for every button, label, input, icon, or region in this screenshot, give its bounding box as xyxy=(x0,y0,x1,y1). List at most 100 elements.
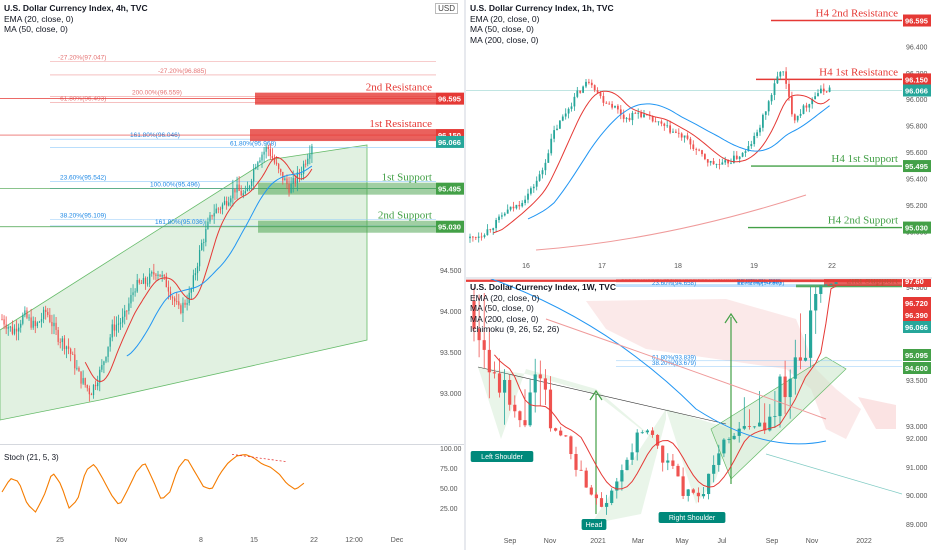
chart-1h-candle xyxy=(805,105,808,108)
chart-1h-canvas[interactable]: H4 2nd Resistance H4 1st Resistance H4 1st… xyxy=(466,0,932,277)
chart-4h-candle xyxy=(275,162,278,164)
chart-4h-candle xyxy=(72,353,74,355)
chart-1h-candle xyxy=(788,83,790,97)
level-label: H4 1st Resistance xyxy=(819,66,898,78)
chart-1h-candle xyxy=(535,180,538,187)
chart-1h-panel[interactable]: U.S. Dollar Currency Index, 1h, TVC EMA … xyxy=(466,0,932,277)
price-tag-bg xyxy=(436,135,464,148)
chart-4h-candle xyxy=(236,184,238,193)
chart-1h-candle xyxy=(590,82,593,86)
chart-1h-candle xyxy=(767,101,770,112)
chart-4h-candle xyxy=(36,322,39,327)
chart-4h-candle xyxy=(103,361,105,366)
chart-1h-candle xyxy=(489,229,492,231)
chart-4h-candle xyxy=(234,188,236,193)
chart-1w-candle xyxy=(599,498,604,507)
chart-1w-candle xyxy=(508,379,512,405)
chart-1h-candle xyxy=(663,123,666,126)
x-tick-label: 15 xyxy=(250,537,258,544)
y-tick-label: 93.500 xyxy=(906,378,928,385)
chart-1h-candle xyxy=(509,206,512,210)
chart-1h-candle xyxy=(501,215,503,217)
chart-1w-candle xyxy=(523,420,527,426)
chart-1h-candle xyxy=(521,202,524,207)
chart-1h-candle xyxy=(828,87,831,92)
chart-4h-candle xyxy=(176,301,178,303)
chart-1h-candle xyxy=(683,135,686,138)
x-tick-label: 16 xyxy=(522,263,530,270)
chart-1h-candle xyxy=(718,164,721,165)
chart-4h-candle xyxy=(105,356,107,362)
chart-4h-candle xyxy=(144,278,147,284)
chart-4h-candle xyxy=(196,266,199,274)
fib-label: -27.20%(97.047) xyxy=(58,55,106,62)
chart-1w-candle xyxy=(513,404,517,412)
level-label: 1st Support xyxy=(382,172,432,184)
chart-1h-candle xyxy=(785,71,787,84)
chart-4h-candle xyxy=(13,328,16,334)
chart-1w-canvas[interactable]: -61.80%(97.573)-27.20%(97.047)161.80%(96… xyxy=(466,279,932,550)
chart-4h-candle xyxy=(38,321,41,323)
chart-4h-candle xyxy=(225,201,228,206)
currency-badge[interactable]: USD xyxy=(435,3,458,14)
chart-4h-panel[interactable]: U.S. Dollar Currency Index, 4h, TVC EMA … xyxy=(0,0,464,550)
chart-1w-panel[interactable]: U.S. Dollar Currency Index, 1W, TVC EMA … xyxy=(466,279,932,550)
chart-4h-candle xyxy=(271,156,274,159)
chart-1w-candle xyxy=(793,357,797,379)
chart-1h-candle xyxy=(602,96,605,103)
chart-1w-candle xyxy=(487,349,491,373)
fib-label: 38.20%(95.109) xyxy=(60,212,106,219)
y-tick-label: 89.000 xyxy=(906,522,928,529)
chart-1h-candle xyxy=(814,96,816,100)
chart-1h-candle xyxy=(808,104,811,108)
chart-4h-candle xyxy=(294,177,296,184)
chart-1w-candle xyxy=(727,439,731,440)
level-label: 2nd Resistance xyxy=(366,82,432,94)
chart-4h-candle xyxy=(242,193,244,196)
chart-1h-candle xyxy=(596,90,599,93)
chart-1h-candle xyxy=(512,206,515,209)
chart-1h-candle xyxy=(791,96,793,115)
level-label: H4 1st Support xyxy=(831,153,898,165)
chart-1w-candle xyxy=(742,426,746,429)
x-tick-label: 19 xyxy=(750,263,758,270)
price-tag-bg xyxy=(903,321,931,333)
chart-4h-candle xyxy=(267,147,269,150)
chart-4h-candle xyxy=(1,319,3,321)
chart-4h-candle xyxy=(3,319,5,325)
chart-4h-candle xyxy=(159,274,161,277)
chart-1w-candle xyxy=(543,378,547,390)
chart-1h-candle xyxy=(776,76,779,84)
chart-4h-candle xyxy=(117,323,120,325)
chart-1w-candle xyxy=(518,411,522,421)
chart-4h-candle xyxy=(142,278,145,284)
chart-4h-candle xyxy=(47,311,49,315)
stoch-y-tick: 25.00 xyxy=(440,506,458,513)
chart-4h-candle xyxy=(232,188,234,199)
chart-1h-candle xyxy=(570,106,573,109)
chart-4h-candle xyxy=(219,208,222,210)
chart-4h-candle xyxy=(124,310,126,317)
price-tag: 96.390 xyxy=(905,311,928,320)
price-tag: 95.030 xyxy=(438,223,461,232)
chart-1w-title: U.S. Dollar Currency Index, 1W, TVC xyxy=(470,282,616,292)
chart-4h-candle xyxy=(203,242,205,243)
pattern-label-bg xyxy=(658,512,726,523)
chart-4h-canvas[interactable]: -27.20%(97.047)-27.20%(96.885)-61.80%(96… xyxy=(0,0,464,550)
chart-4h-candle xyxy=(82,378,84,384)
price-tag: 94.600 xyxy=(905,364,928,373)
x-tick-label: 22 xyxy=(310,537,318,544)
chart-1h-candle xyxy=(799,113,802,116)
chart-4h-candle xyxy=(63,338,66,350)
chart-4h-candle xyxy=(284,178,286,181)
chart-1h-indicator-ema: EMA (20, close, 0) xyxy=(470,13,540,24)
chart-1w-candle xyxy=(834,282,838,284)
stoch-y-tick: 75.00 xyxy=(440,466,458,473)
chart-1h-candle xyxy=(492,228,495,231)
chart-1w-candle xyxy=(564,435,568,437)
chart-4h-candle xyxy=(205,229,207,243)
fib-label: -27.20%(97.047) xyxy=(766,279,812,280)
fib-label: 161.80%(96.046) xyxy=(130,132,180,139)
price-tag: 96.066 xyxy=(905,323,928,332)
chart-1h-candle xyxy=(640,112,642,118)
